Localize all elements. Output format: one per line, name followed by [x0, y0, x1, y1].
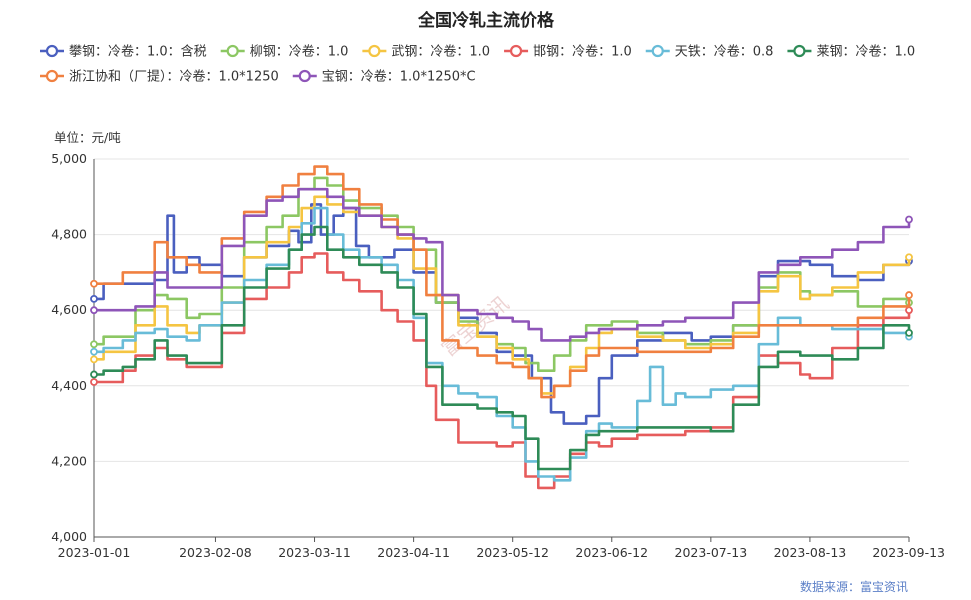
y-tick-label: 4,600: [51, 302, 87, 317]
legend-swatch-marker: [298, 69, 311, 83]
series-start-point: [90, 370, 98, 379]
legend-swatch-marker: [651, 44, 664, 58]
x-tick-label: 2023-07-13: [675, 545, 748, 560]
legend-label: 武钢：冷卷：1.0: [391, 44, 490, 60]
legend-label: 莱钢：冷卷：1.0: [816, 44, 915, 60]
y-tick-label: 5,000: [51, 151, 87, 166]
legend-swatch-marker: [45, 69, 59, 83]
series-start-point: [90, 294, 98, 303]
axes: 4,000 4,200 4,400 4,600 4,800 5,000 2023-01-01…: [51, 151, 945, 560]
series-end-point: [905, 328, 913, 337]
series-line: [92, 176, 911, 372]
x-tick-label: 2023-06-12: [575, 545, 648, 560]
chart-title: 全国冷轧主流价格: [417, 10, 555, 31]
legend-label: 浙江协和（厂提）：冷卷：1.0*1250: [69, 69, 279, 85]
legend-swatch-marker: [45, 44, 59, 58]
legend-swatch-marker: [368, 44, 381, 58]
legend-label: 柳钢：冷卷：1.0: [250, 44, 349, 60]
legend-swatch-marker: [226, 44, 239, 58]
series-start-point: [90, 279, 98, 288]
gridlines: [94, 158, 909, 462]
x-tick-label: 2023-09-13: [872, 545, 945, 560]
series-line: [92, 225, 911, 471]
series-end-point: [905, 291, 913, 299]
y-tick-label: 4,200: [51, 453, 87, 468]
y-tick-label: 4,400: [51, 378, 87, 393]
x-tick-label: 2023-04-11: [377, 545, 450, 560]
y-tick-label: 4,000: [51, 529, 87, 544]
series-end-point: [905, 306, 913, 315]
x-tick-label: 2023-03-11: [278, 545, 351, 560]
data-source: 数据来源：富宝资讯: [800, 579, 908, 594]
x-tick-label: 2023-05-12: [476, 545, 549, 560]
legend-swatch-marker: [509, 44, 523, 58]
legend-label: 攀钢：冷卷：1.0：含税: [69, 44, 207, 60]
series-start-point: [90, 355, 98, 364]
series-line: [92, 187, 911, 342]
x-tick-label: 2023-02-08: [179, 545, 252, 560]
legend-label: 宝钢：冷卷：1.0*1250*C: [322, 69, 476, 85]
series-layer: [90, 165, 913, 490]
series-line: [92, 206, 911, 482]
series-start-point: [90, 306, 98, 315]
y-tick-label: 4,800: [51, 227, 87, 242]
series-end-point: [905, 253, 913, 262]
series-start-point: [90, 340, 98, 349]
x-tick-label: 2023-01-01: [58, 545, 131, 560]
y-axis-unit: 单位：元/吨: [54, 130, 121, 145]
series-end-point: [905, 215, 913, 224]
legend-label: 邯钢：冷卷：1.0: [533, 44, 632, 60]
x-tick-label: 2023-08-13: [774, 545, 847, 560]
legend-label: 天铁：冷卷：0.8: [675, 44, 774, 60]
series-start-point: [90, 378, 98, 386]
series-start-point: [90, 347, 98, 356]
legend-swatch-marker: [793, 44, 806, 58]
legend: 攀钢：冷卷：1.0：含税 柳钢：冷卷：1.0 武钢：冷卷：1.0 邯钢：冷卷：1.0 天…: [40, 44, 915, 85]
